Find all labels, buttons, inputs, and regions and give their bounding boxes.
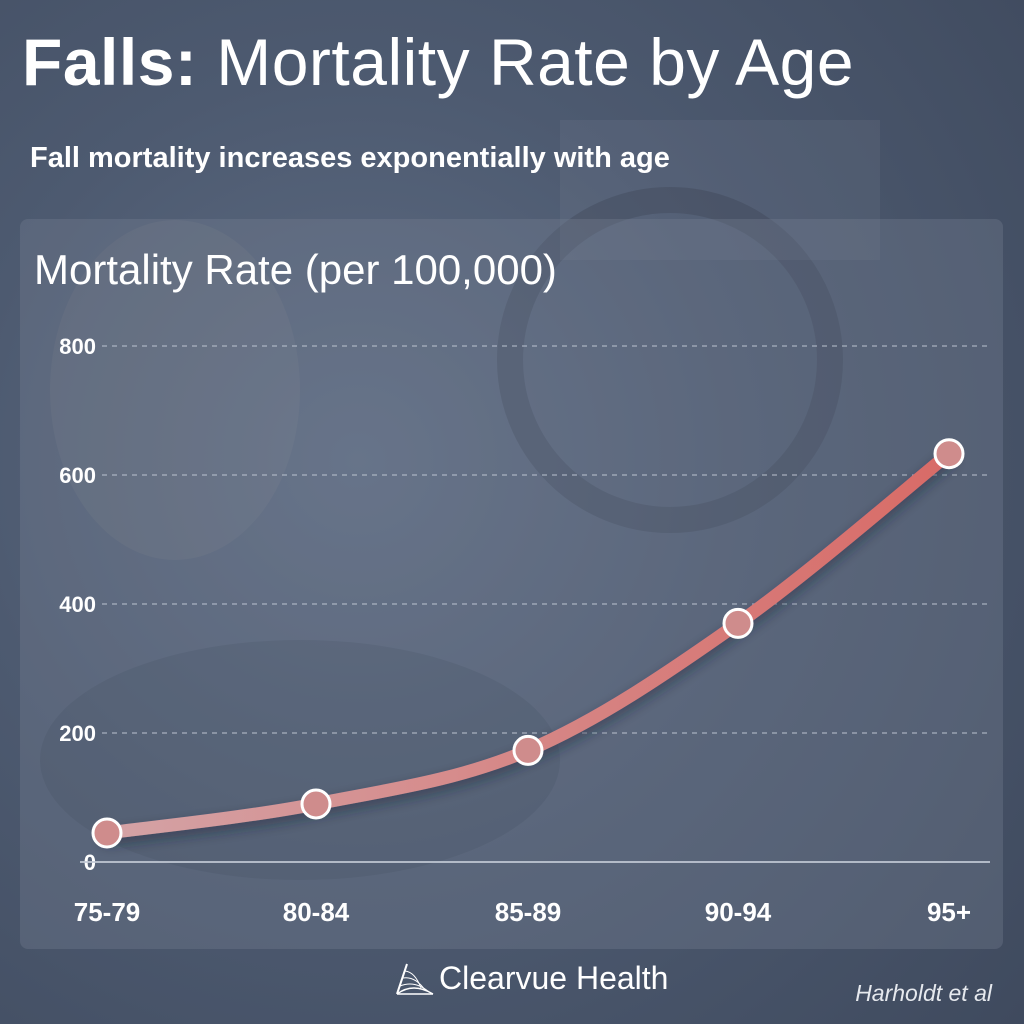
data-point-marker — [722, 607, 754, 639]
y-tick-label: 400 — [59, 592, 96, 617]
series-line — [100, 447, 956, 840]
page-title: Falls: Mortality Rate by Age — [22, 24, 854, 100]
x-tick-label: 90-94 — [705, 897, 772, 927]
data-point-marker — [933, 438, 965, 470]
chart-title: Mortality Rate (per 100,000) — [34, 246, 557, 293]
data-point-marker — [91, 817, 123, 849]
y-tick-label: 600 — [59, 463, 96, 488]
y-tick-label: 200 — [59, 721, 96, 746]
x-tick-label: 75-79 — [74, 897, 141, 927]
y-tick-label: 800 — [59, 334, 96, 359]
brand-logo: Clearvue Health — [395, 960, 668, 997]
source-citation: Harholdt et al — [855, 980, 992, 1006]
x-tick-label: 95+ — [927, 897, 971, 927]
x-tick-label: 85-89 — [495, 897, 562, 927]
title-bold: Falls: — [22, 25, 198, 99]
brand-name: Clearvue Health — [439, 960, 669, 996]
x-tick-label: 80-84 — [283, 897, 350, 927]
brand-mark-icon — [396, 963, 434, 995]
subtitle: Fall mortality increases exponentially w… — [30, 142, 670, 174]
data-point-marker — [300, 788, 332, 820]
data-point-marker — [512, 734, 544, 766]
title-rest: Mortality Rate by Age — [216, 25, 855, 99]
